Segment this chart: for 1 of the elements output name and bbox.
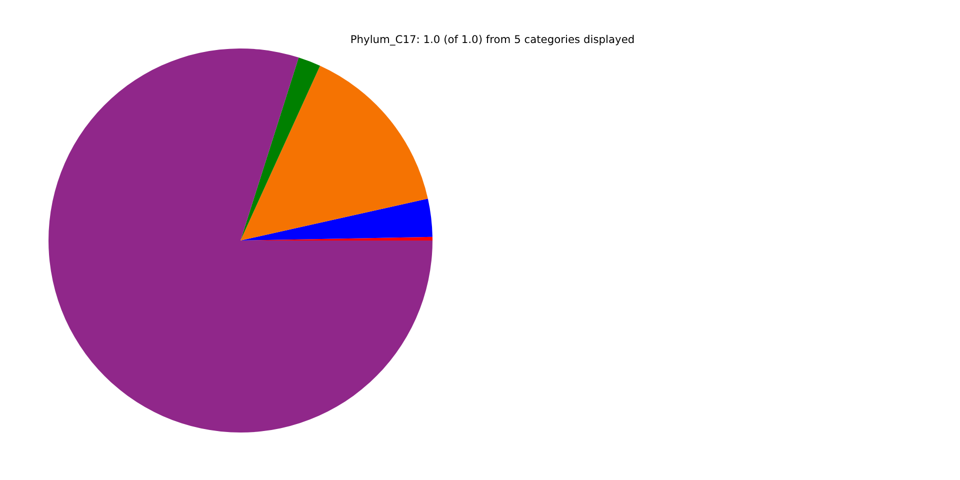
text: Phylum_C17: 1.0 (of 1.0) from 5 categories displayed	[350, 33, 635, 46]
